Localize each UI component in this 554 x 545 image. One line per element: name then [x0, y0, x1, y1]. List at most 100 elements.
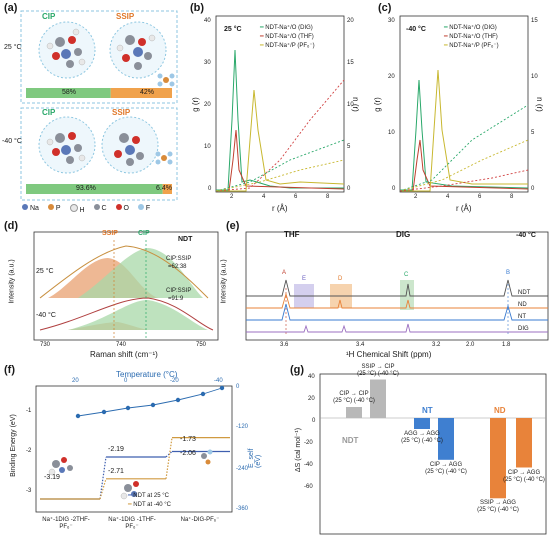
- e-peak-d: D: [338, 276, 343, 282]
- molecule-cip-rt: [46, 28, 86, 68]
- e-trace-label-nd: ND: [518, 302, 527, 308]
- bar-label-main: AGG → AGG: [404, 431, 440, 437]
- e-temp: -40 °C: [516, 232, 536, 239]
- panel-a-label: (a): [4, 2, 18, 14]
- d-ratio2-title: CIP:SSIP: [166, 288, 192, 294]
- bar-label-sub: (25 °C) (-40 °C): [477, 507, 519, 514]
- legend-c-dig: ━ NDT-Na⁺/O (DIG): [444, 25, 497, 31]
- nr-dig-rt: [215, 139, 345, 192]
- atom-legend: Na P H C O F: [22, 204, 178, 214]
- c-ytick-left: 10: [388, 130, 395, 136]
- f-left-tick: -2: [26, 448, 32, 454]
- panel-a: CIP SSIP 25 °C 58% 42% CIP SSIP -40 °C 9…: [2, 10, 178, 214]
- low-cip-fill: [68, 300, 208, 330]
- gr-pf6-rt: [216, 89, 345, 192]
- legend-p: P: [47, 204, 61, 214]
- g-group-nd: ND: [494, 406, 506, 415]
- rt-envelope: [39, 245, 209, 299]
- b-ytick-left: 0: [208, 186, 212, 192]
- e-xlabel: ¹H Chemical Shift (ppm): [346, 350, 432, 359]
- f-value-rt-1: -3.19: [44, 474, 60, 481]
- step-connector: [99, 456, 107, 500]
- b-ytick-left: 10: [204, 144, 211, 150]
- f-xcat-3: Na⁺-DIG-PF₆⁻: [180, 517, 220, 523]
- f-top-tick: 20: [72, 378, 79, 384]
- rt-cip-fill: [78, 248, 203, 298]
- e-peak-e: E: [302, 276, 307, 282]
- pf6-rt: [157, 73, 175, 87]
- e-trace-label-ndt: NDT: [518, 290, 531, 296]
- eself-trend: [77, 387, 223, 417]
- bar-label: SSIP → AGG (25 °C) (-40 °C): [470, 500, 526, 514]
- bar-label-main: SSIP → AGG: [480, 500, 516, 507]
- bar-label-sub: (25 °C) (-40 °C): [503, 476, 545, 483]
- panel-c-label: (c): [378, 2, 392, 14]
- step-connector: [99, 478, 107, 500]
- b-ytick-right: 20: [347, 18, 354, 24]
- legend-b-pf6: ━ NDT-Na⁺/P (PF₆⁻): [260, 43, 315, 49]
- b-xtick: 8: [326, 194, 330, 200]
- cip-label-rt: CIP: [42, 12, 56, 21]
- g-ytick: -20: [304, 440, 313, 446]
- legend-b-thf: ━ NDT-Na⁺/O (THF): [260, 34, 314, 40]
- f-legend-rt: ━ NDT at 25 °C: [128, 493, 169, 499]
- panel-d: NDT SSIP CIP 25 °C -40 °C CIP:SSIP =62:3…: [8, 228, 224, 360]
- f-top-axis-label: Temperature (°C): [116, 370, 178, 379]
- e-xtick: 1.8: [502, 342, 511, 348]
- f-right-tick: 0: [236, 384, 240, 390]
- gr-dig-rt: [216, 49, 344, 191]
- b-xlabel: r (Å): [272, 204, 288, 213]
- rt-frame: [20, 10, 178, 104]
- bars: [346, 379, 532, 499]
- f-right-tick: -360: [236, 506, 249, 512]
- cip-cluster-low: [38, 116, 96, 174]
- d-rt-temp: 25 °C: [36, 268, 54, 275]
- b-ytick-left: 30: [204, 60, 211, 66]
- panel-b: 25 °C ━ NDT-Na⁺/O (DIG) ━ NDT-Na⁺/O (THF…: [190, 10, 370, 215]
- d-cip: CIP: [138, 230, 150, 237]
- f-molecule-1: [48, 457, 73, 476]
- nr-thf-low: [399, 169, 529, 192]
- b-ytick-left: 20: [204, 102, 211, 108]
- ssip-fraction-bar-rt: [110, 88, 172, 98]
- g-ytick: -60: [304, 484, 313, 490]
- trace-ndt: [246, 279, 548, 297]
- molecule-cip-low: [46, 132, 86, 164]
- e-trace-label-nt: NT: [518, 314, 526, 320]
- ssip-pct-low: 6.4%: [156, 185, 172, 192]
- f-legend: ━ NDT at 25 °C ━ NDT at -40 °C: [128, 492, 171, 510]
- ssip-label-low: SSIP: [112, 108, 131, 117]
- f-right-label: E_self (eV): [248, 448, 262, 468]
- pf6-low: [155, 151, 173, 165]
- legend-na: Na: [22, 204, 39, 214]
- d-tag: NDT: [178, 236, 193, 243]
- temp-label-low: -40 °C: [2, 138, 22, 145]
- b-xtick: 2: [230, 194, 234, 200]
- nr-pf6-rt: [215, 159, 345, 192]
- d-ssip: SSIP: [102, 230, 118, 237]
- e-peak-c: C: [404, 272, 409, 278]
- o-dot-icon: [115, 204, 122, 210]
- legend-c: C: [93, 204, 107, 214]
- c-xlabel: r (Å): [456, 204, 472, 213]
- temp-c: -40 °C: [406, 26, 426, 33]
- e-xtick: 3.4: [356, 342, 365, 348]
- panel-d-label: (d): [4, 220, 19, 232]
- f-xcat-2: Na⁺-1DIG -1THF-PF₆⁻: [108, 517, 156, 530]
- highlight-c: [400, 280, 414, 310]
- g-ytick: -40: [304, 462, 313, 468]
- b-ytick-right: 10: [347, 102, 354, 108]
- b-ytick-left: 40: [204, 18, 211, 24]
- legend-b: ━ NDT-Na⁺/O (DIG) ━ NDT-Na⁺/O (THF) ━ ND…: [260, 24, 315, 51]
- bar-label-sub: (25 °C) (-40 °C): [425, 468, 467, 475]
- c-ylabel-right: n (r): [534, 97, 544, 112]
- bar-label-main: CIP → CIP: [339, 391, 369, 397]
- d-xlabel: Raman shift (cm⁻¹): [90, 350, 158, 359]
- bar-label-main: CIP → AGG: [507, 469, 541, 476]
- legend-c: ━ NDT-Na⁺/O (DIG) ━ NDT-Na⁺/O (THF) ━ ND…: [444, 24, 499, 51]
- b-ylabel-left: g (r): [190, 97, 200, 112]
- b-ytick-right: 5: [347, 144, 351, 150]
- na-dot-icon: [22, 204, 28, 210]
- panel-g-label: (g): [290, 364, 305, 376]
- trace-nt: [246, 303, 548, 321]
